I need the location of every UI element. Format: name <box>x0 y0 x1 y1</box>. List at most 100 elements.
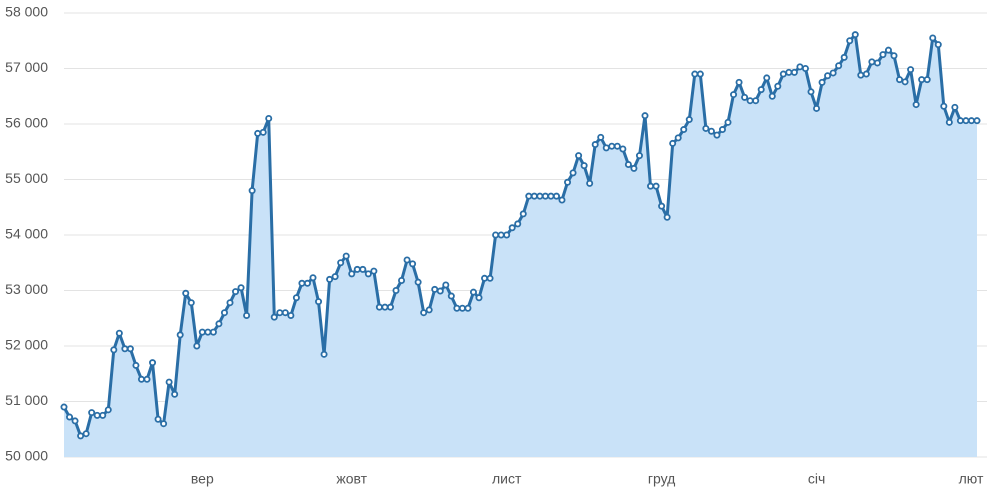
y-tick-label: 51 000 <box>5 392 48 408</box>
point <box>259 128 267 136</box>
x-tick-label: жовт <box>336 471 367 487</box>
point <box>171 390 179 398</box>
point <box>265 114 273 122</box>
point <box>337 259 345 267</box>
point <box>198 328 206 336</box>
point <box>879 51 887 59</box>
point <box>901 78 909 86</box>
point <box>121 345 129 353</box>
point <box>602 144 610 152</box>
point <box>945 118 953 126</box>
y-tick-label: 55 000 <box>5 170 48 186</box>
point <box>110 346 118 354</box>
point <box>564 178 572 186</box>
point <box>182 289 190 297</box>
point <box>519 210 527 218</box>
point <box>873 59 881 67</box>
point <box>851 31 859 39</box>
point <box>685 116 693 124</box>
point <box>658 202 666 210</box>
point <box>71 417 79 425</box>
x-tick-label: лист <box>492 471 522 487</box>
point <box>635 152 643 160</box>
point <box>967 117 975 125</box>
point <box>912 101 920 109</box>
point <box>99 411 107 419</box>
point <box>104 406 112 414</box>
point <box>929 34 937 42</box>
point <box>193 342 201 350</box>
point <box>801 65 809 73</box>
point <box>824 72 832 80</box>
point <box>774 82 782 90</box>
point <box>353 265 361 273</box>
point <box>652 182 660 190</box>
point <box>630 164 638 172</box>
point <box>580 162 588 170</box>
point <box>890 52 898 60</box>
point <box>768 92 776 100</box>
point <box>137 375 145 383</box>
point <box>143 375 151 383</box>
point <box>829 69 837 77</box>
point <box>359 265 367 273</box>
point <box>315 298 323 306</box>
x-tick-label: груд <box>648 471 675 487</box>
point <box>447 292 455 300</box>
x-tick-label: лют <box>959 471 984 487</box>
point <box>82 430 90 438</box>
point <box>569 169 577 177</box>
y-tick-label: 58 000 <box>5 4 48 20</box>
point <box>746 97 754 105</box>
point <box>718 126 726 134</box>
point <box>154 415 162 423</box>
point <box>707 127 715 135</box>
point <box>796 63 804 71</box>
point <box>364 270 372 278</box>
point <box>326 275 334 283</box>
point <box>503 231 511 239</box>
point <box>458 304 466 312</box>
y-tick-label: 50 000 <box>5 448 48 464</box>
point <box>779 70 787 78</box>
y-tick-label: 56 000 <box>5 115 48 131</box>
point <box>884 46 892 54</box>
point <box>951 103 959 111</box>
point <box>530 192 538 200</box>
point <box>149 359 157 367</box>
line <box>62 33 977 438</box>
point <box>586 179 594 187</box>
point <box>918 76 926 84</box>
point <box>647 182 655 190</box>
point <box>680 126 688 134</box>
point <box>414 278 422 286</box>
point <box>398 277 406 285</box>
point <box>403 256 411 264</box>
point <box>481 274 489 282</box>
point <box>536 192 544 200</box>
point <box>735 78 743 86</box>
point <box>209 328 217 336</box>
point <box>934 41 942 49</box>
point <box>785 68 793 76</box>
point <box>442 281 450 289</box>
point <box>663 213 671 221</box>
point <box>292 294 300 302</box>
point <box>757 86 765 94</box>
point <box>331 273 339 281</box>
point <box>126 345 134 353</box>
point <box>674 134 682 142</box>
point <box>508 224 516 232</box>
point <box>425 306 433 314</box>
point <box>763 74 771 82</box>
point <box>160 420 168 428</box>
point <box>464 304 472 312</box>
point <box>624 161 632 169</box>
point <box>973 117 981 125</box>
point <box>204 328 212 336</box>
point <box>790 68 798 76</box>
point <box>713 131 721 139</box>
point <box>541 192 549 200</box>
point <box>669 139 677 147</box>
